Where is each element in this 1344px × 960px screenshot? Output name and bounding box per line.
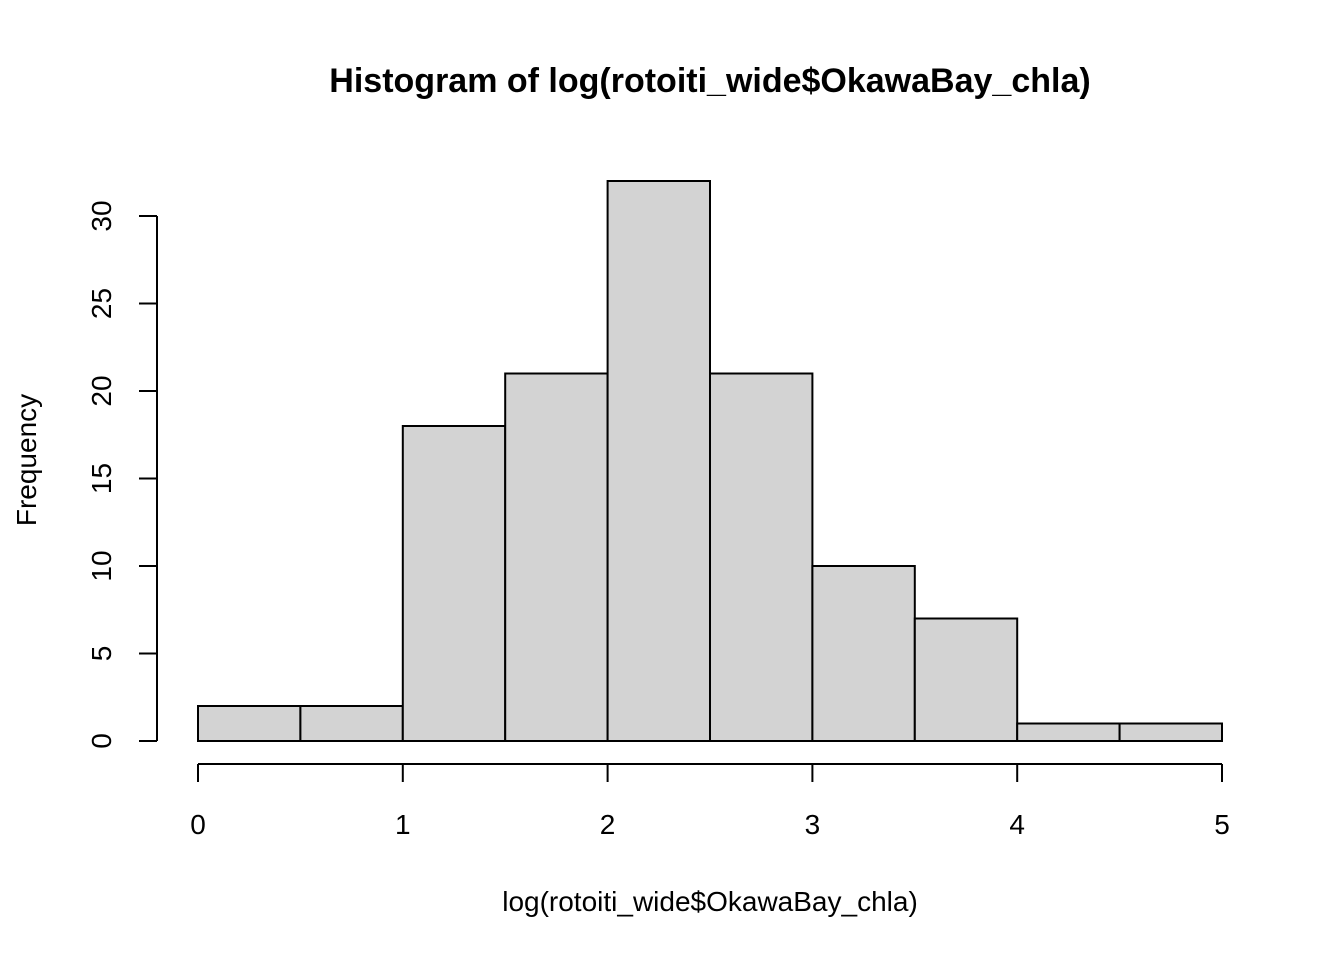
x-tick-label-2: 2 [600,809,616,840]
histogram-bar-3 [504,372,609,742]
y-tick-label-3: 15 [86,463,117,494]
y-tick-label-0: 0 [86,733,117,749]
histogram-bar-6 [811,565,916,742]
x-tick-label-3: 3 [805,809,821,840]
y-axis-title: Frequency [11,394,42,526]
histogram-bar-5 [709,372,814,742]
histogram-bar-7 [913,617,1019,742]
y-tick-label-1: 5 [86,646,117,662]
x-tick-label-5: 5 [1214,809,1230,840]
x-axis-title: log(rotoiti_wide$OkawaBay_chla) [502,886,918,917]
chart-title: Histogram of log(rotoiti_wide$OkawaBay_c… [329,62,1090,100]
x-axis: 0 1 2 3 4 5 [190,763,1230,840]
histogram-bar-2 [401,425,507,742]
histogram-bar-9 [1118,722,1223,742]
x-tick-label-4: 4 [1009,809,1025,840]
histogram-bar-0 [197,705,302,742]
y-tick-label-6: 30 [86,200,117,231]
histogram-bar-4 [606,180,711,742]
y-tick-label-2: 10 [86,550,117,581]
y-tick-label-4: 20 [86,375,117,406]
histogram-bar-8 [1016,722,1121,742]
x-tick-label-0: 0 [190,809,206,840]
y-tick-label-5: 25 [86,288,117,319]
x-tick-label-1: 1 [395,809,411,840]
bars-group [197,180,1223,742]
histogram-bar-1 [299,705,404,742]
y-axis: 0 5 10 15 20 25 30 [86,200,158,749]
